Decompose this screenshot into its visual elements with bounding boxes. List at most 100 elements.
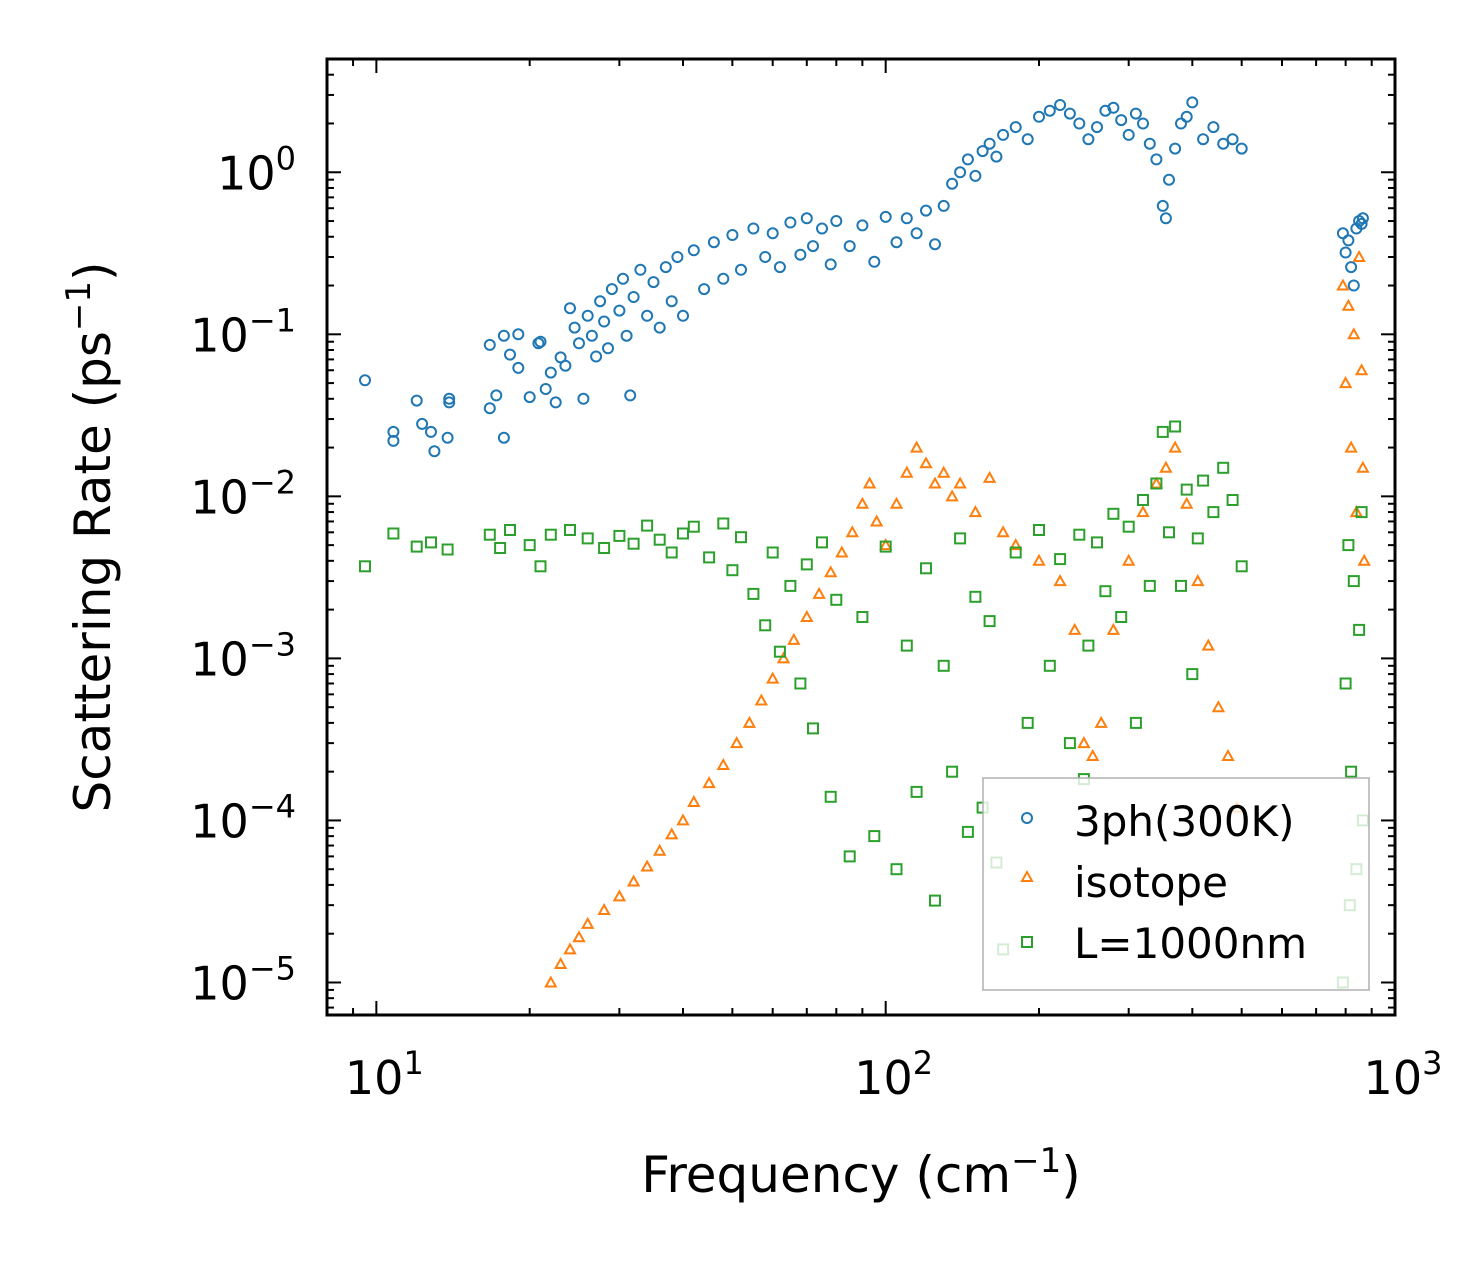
data-point	[766, 671, 780, 684]
data-point	[441, 543, 454, 556]
data-point	[766, 227, 779, 240]
y-tick-label: 10−1	[190, 301, 296, 362]
data-point	[1169, 420, 1182, 433]
data-point	[1159, 212, 1172, 225]
data-point	[1345, 261, 1358, 274]
data-point	[553, 956, 568, 969]
data-point	[1043, 659, 1056, 672]
data-point	[559, 359, 572, 372]
data-point	[856, 611, 869, 623]
data-point	[707, 236, 720, 249]
data-point	[702, 776, 716, 789]
data-point	[807, 722, 819, 735]
data-point	[1099, 104, 1112, 117]
data-point	[483, 338, 496, 351]
data-point	[784, 579, 797, 592]
data-point	[1082, 639, 1095, 652]
data-point	[856, 219, 869, 232]
data-point	[687, 244, 700, 257]
data-point	[425, 425, 437, 438]
data-point	[653, 321, 666, 334]
data-point	[1122, 128, 1135, 141]
data-point	[626, 874, 641, 887]
data-point	[868, 830, 881, 843]
data-point	[1107, 507, 1120, 520]
data-point	[726, 229, 739, 241]
data-point	[497, 431, 510, 444]
data-point	[568, 321, 581, 334]
data-point	[1186, 668, 1199, 681]
data-point	[512, 361, 525, 374]
data-point	[1163, 173, 1175, 186]
data-point	[1207, 506, 1220, 519]
data-point	[1342, 539, 1355, 552]
data-point	[961, 825, 974, 838]
data-point	[816, 536, 828, 549]
data-point	[512, 328, 525, 341]
data-point	[504, 524, 516, 536]
data-point	[641, 309, 654, 322]
data-point	[1086, 748, 1100, 761]
data-point	[954, 166, 967, 179]
data-point	[920, 562, 932, 575]
data-point	[1354, 363, 1369, 376]
data-point	[1180, 483, 1193, 496]
data-point	[676, 813, 690, 826]
data-point	[843, 240, 856, 253]
data-point	[1347, 575, 1360, 588]
data-point	[598, 542, 611, 554]
data-point	[1342, 234, 1355, 247]
data-point	[598, 315, 611, 328]
data-point	[928, 476, 942, 489]
data-point	[716, 757, 730, 770]
data-point	[572, 930, 586, 943]
data-point	[665, 546, 678, 559]
data-point	[717, 272, 730, 285]
data-point	[1355, 506, 1368, 519]
y-tick-label: 10−4	[190, 787, 296, 848]
data-point	[862, 476, 877, 489]
data-point	[410, 394, 423, 407]
data-point	[1150, 153, 1163, 166]
data-point	[879, 540, 892, 553]
data-point	[539, 383, 552, 395]
data-point	[889, 496, 904, 509]
data-point	[483, 528, 496, 541]
data-point	[659, 261, 672, 274]
legend-marker-isotope	[1020, 869, 1034, 882]
data-point	[1129, 716, 1142, 729]
data-point	[726, 564, 739, 577]
data-point	[1063, 737, 1076, 750]
data-point	[1159, 460, 1173, 473]
data-point	[969, 169, 982, 182]
data-point	[534, 335, 547, 348]
data-point	[910, 227, 923, 240]
data-point	[1356, 212, 1369, 225]
y-tick-label: 10−2	[190, 463, 296, 524]
x-tick-label: 102	[854, 1044, 933, 1105]
data-point	[759, 251, 772, 263]
data-point	[900, 465, 914, 478]
x-tick-label: 103	[1364, 1044, 1443, 1105]
data-point	[1355, 217, 1368, 230]
data-point	[990, 150, 1003, 163]
data-point	[441, 431, 454, 444]
data-point	[612, 889, 627, 902]
data-point	[1009, 121, 1022, 134]
data-point	[594, 295, 607, 308]
data-point	[1009, 538, 1023, 551]
data-point	[929, 894, 941, 907]
data-point	[747, 587, 760, 600]
data-point	[544, 528, 557, 541]
data-point	[443, 392, 456, 405]
data-point	[1073, 117, 1086, 130]
data-point	[1106, 622, 1121, 635]
data-point	[577, 392, 590, 405]
x-tick-label: 101	[345, 1044, 424, 1105]
data-point	[773, 261, 786, 274]
data-point	[359, 560, 371, 573]
data-point	[1180, 110, 1193, 123]
data-point	[969, 590, 982, 603]
data-point	[627, 291, 640, 303]
